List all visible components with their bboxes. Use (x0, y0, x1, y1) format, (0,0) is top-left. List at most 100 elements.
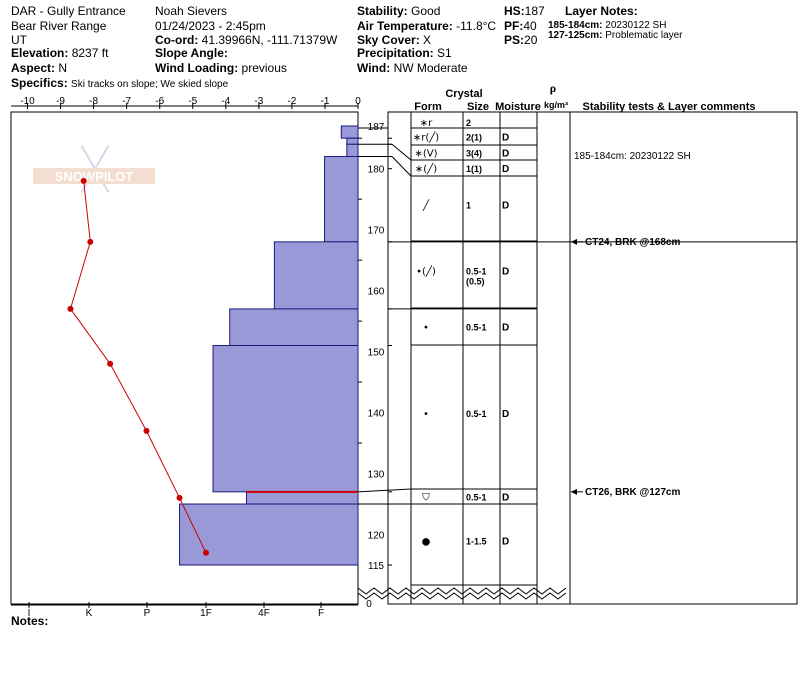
layer-size: 0.5-1 (466, 493, 487, 503)
layer-moisture: D (502, 493, 509, 504)
hardness-bar (324, 155, 359, 243)
hardness-bar (346, 143, 359, 157)
wind-loading-label: Wind Loading: (155, 61, 239, 75)
specifics-value: Ski tracks on slope; We skied slope (71, 79, 229, 90)
aspect-row: Aspect: N (11, 60, 67, 76)
watermark-band (33, 168, 155, 184)
layer-note-text: Problematic layer (605, 30, 683, 41)
temperature-point (80, 177, 87, 184)
layer-size: 2(1) (466, 133, 482, 143)
slope-label: Slope Angle: (155, 46, 228, 60)
connector-line (391, 156, 412, 177)
column-header-density-unit: kg/m³ (544, 100, 568, 110)
layer-moisture: D (502, 267, 509, 278)
temperature-point (67, 305, 74, 312)
scale-break-lower (357, 592, 567, 600)
ps-value: 20 (524, 33, 538, 47)
hs-value: 187 (524, 4, 545, 18)
precip-value: S1 (437, 46, 452, 60)
observer-name: Noah Sievers (155, 4, 228, 18)
temperature-point (87, 238, 94, 245)
temperature-tick-label: -4 (221, 96, 230, 107)
layer-moisture: D (502, 409, 509, 420)
depth-tick-label: 180 (368, 165, 385, 176)
temperature-tick-label: -2 (287, 96, 296, 107)
layer-note-depth: 185-184cm: (548, 20, 603, 31)
layer-form: ∗(╱) (415, 162, 437, 175)
layer-size: 1 (466, 201, 471, 211)
watermark-text: SNOWPILOT (55, 169, 134, 184)
layer-note-depth: 127-125cm: (548, 30, 603, 41)
aspect-value: N (58, 61, 68, 75)
temperature-tick-label: 0 (355, 96, 361, 107)
layer-moisture: D (502, 537, 509, 548)
layer-notes-title: Layer Notes: (565, 4, 638, 18)
test-arrow-head (571, 238, 577, 245)
column-header-rho: ρ (550, 81, 556, 95)
scale-break-upper (357, 587, 567, 595)
layer-size: 0.5-1 (466, 323, 487, 333)
depth-bottom-label: 0 (366, 599, 372, 610)
wind-label: Wind: (357, 61, 391, 75)
temperature-tick-label: -3 (254, 96, 263, 107)
layer-form: ╱ (422, 199, 430, 212)
hardness-bar (273, 241, 359, 310)
temperature-tick-label: -10 (20, 96, 35, 107)
depth-tick-label: 120 (368, 531, 385, 542)
elevation-value: 8237 ft (71, 46, 109, 60)
depth-tick-label: 170 (368, 226, 385, 237)
layer-size: 0.5-1 (466, 267, 487, 277)
layer-moisture: D (502, 133, 509, 144)
temperature-point (107, 360, 114, 367)
test-arrow-head (571, 488, 577, 495)
temperature-tick-label: -7 (122, 96, 131, 107)
wind-loading-row: Wind Loading: previous (155, 60, 287, 76)
specifics-label: Specifics: (11, 76, 68, 90)
temperature-point (202, 549, 209, 556)
temperature-tick-label: -8 (89, 96, 98, 107)
depth-tick-label: 140 (368, 409, 385, 420)
layer-size: 0.5-1 (466, 409, 487, 419)
hs-row: HS:187 (504, 3, 545, 19)
pf-label: PF: (504, 19, 524, 33)
layer-comment: 185-184cm: 20230122 SH (574, 151, 691, 162)
table-frame (387, 111, 798, 605)
hardness-bar (346, 137, 359, 145)
connector-line (357, 488, 412, 493)
temperature-tick-label: -9 (56, 96, 65, 107)
aspect-label: Aspect: (11, 61, 56, 75)
wind-row: Wind: NW Moderate (357, 60, 468, 76)
hardness-bar (340, 125, 359, 139)
layer-form: ⛉ (422, 493, 430, 504)
watermark-flake-arm (80, 168, 96, 193)
hardness-tick-label: F (318, 608, 324, 619)
layer-form: • (423, 323, 429, 334)
hardness-tick-label: K (86, 608, 93, 619)
air-temp-label: Air Temperature: (357, 19, 453, 33)
depth-tick-label: 115 (368, 561, 384, 572)
hardness-tick-label: 1F (200, 608, 212, 619)
layer-moisture: D (502, 164, 509, 175)
stability-test-comment: CT26, BRK @127cm (585, 487, 680, 498)
layer-form: ∗r (420, 118, 433, 129)
watermark-flake-arm (94, 168, 110, 193)
temperature-tick-label: -6 (155, 96, 164, 107)
temperature-point (143, 427, 150, 434)
layer-form: • (423, 409, 429, 420)
column-header-size: Size (467, 101, 489, 113)
hardness-bar (229, 308, 359, 346)
temperature-point (176, 494, 183, 501)
stability-row: Stability: Good (357, 3, 440, 19)
coord-label: Co-ord: (155, 33, 199, 47)
layer-size: 1-1.5 (466, 537, 487, 547)
temperature-tick-label: -1 (320, 96, 329, 107)
layer-form: ∗r(╱) (413, 131, 439, 144)
pf-value: 40 (523, 19, 537, 33)
coord-value: 41.39966N, -111.71379W (201, 33, 338, 47)
stability-test-comment: CT24, BRK @168cm (585, 237, 680, 248)
hardness-bar (245, 491, 359, 505)
column-header-moisture: Moisture (495, 101, 541, 113)
watermark-flake-arm (94, 145, 110, 170)
